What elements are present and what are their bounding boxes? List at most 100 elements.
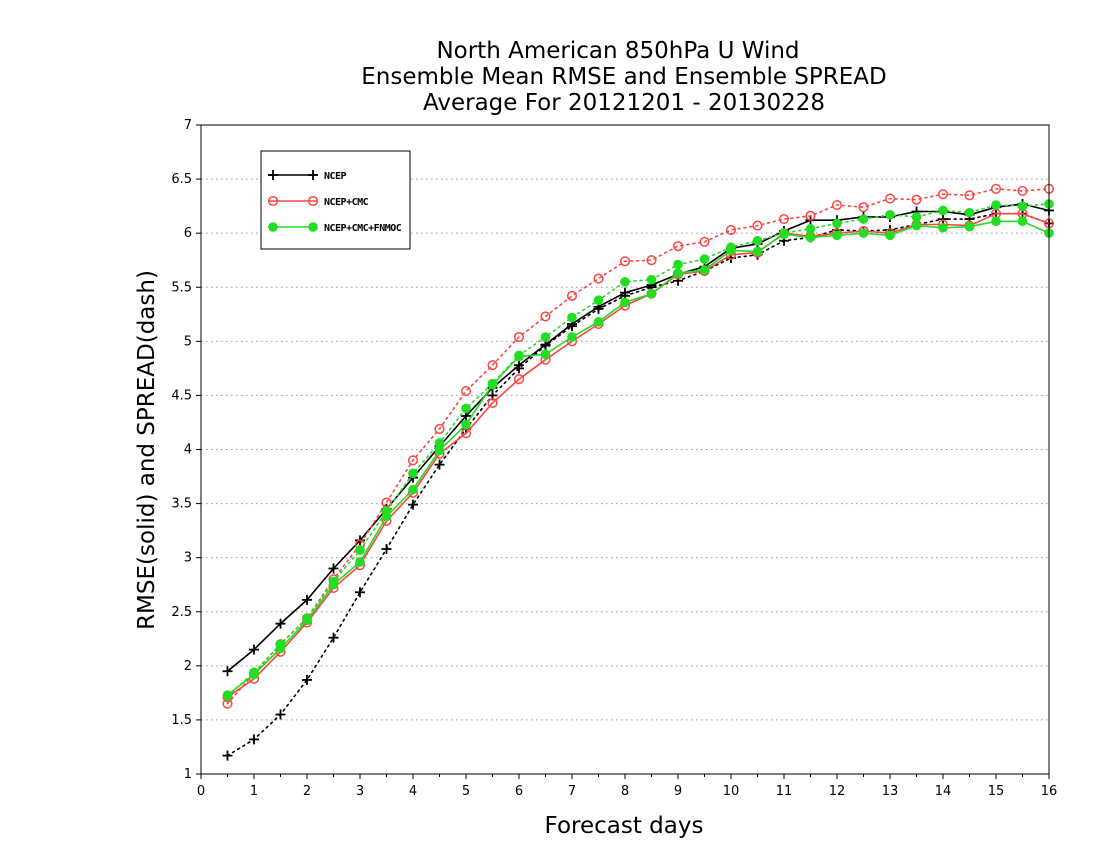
series-ncep-dash	[222, 208, 1054, 761]
data-point	[593, 295, 604, 306]
series-ncep-cmc-fnmoc-solid	[222, 216, 1054, 700]
data-point	[620, 277, 630, 287]
data-point	[911, 212, 922, 222]
chart-title: North American 850hPa U Wind Ensemble Me…	[361, 38, 886, 116]
data-point	[911, 220, 922, 231]
data-point	[911, 194, 922, 205]
data-point	[832, 230, 842, 241]
series-ncep-cmc-dash	[222, 183, 1055, 709]
data-point	[275, 643, 286, 654]
data-point	[355, 557, 365, 567]
data-point	[752, 235, 763, 246]
legend-marker	[307, 195, 319, 207]
data-point	[726, 245, 736, 256]
data-point	[620, 287, 630, 298]
data-point	[381, 511, 392, 522]
legend: NCEP NCEP+CMC NCEP+CMC+FNMOC	[260, 150, 411, 250]
x-tick-label: 1	[250, 784, 258, 799]
data-point	[407, 455, 419, 466]
data-point	[805, 224, 816, 234]
legend-marker	[268, 222, 278, 232]
series-ncep-cmc-solid	[222, 208, 1055, 703]
data-point	[938, 222, 948, 233]
data-point	[1017, 185, 1028, 197]
data-point	[434, 459, 445, 470]
title-line-3: Average For 20121201 - 20130228	[423, 90, 825, 116]
legend-marker	[267, 195, 279, 207]
data-point	[567, 312, 577, 323]
x-tick-label: 7	[568, 784, 576, 799]
data-point	[513, 374, 525, 385]
data-point	[461, 419, 471, 430]
y-tick-label: 3	[184, 551, 192, 566]
x-tick-label: 14	[935, 784, 952, 799]
data-point	[937, 189, 949, 200]
y-tick-label: 4.5	[171, 388, 192, 403]
axis-ticks: 11.522.533.544.555.566.570 1 2 3 4 5 6 7 8 9 10 11 1…	[171, 118, 1057, 799]
data-point	[938, 205, 948, 216]
y-tick-label: 6	[184, 226, 192, 241]
y-tick-label: 5.5	[171, 280, 192, 295]
y-tick-label: 7	[184, 118, 192, 133]
data-point	[778, 214, 790, 225]
data-point	[222, 666, 233, 677]
x-tick-label: 3	[356, 784, 364, 799]
x-tick-label: 10	[723, 784, 740, 799]
data-point	[249, 734, 259, 745]
x-tick-label: 6	[515, 784, 523, 799]
data-point	[990, 183, 1002, 194]
series-line	[226, 203, 1050, 697]
data-point	[302, 615, 312, 626]
y-tick-label: 2.5	[171, 605, 192, 620]
data-point	[355, 587, 365, 598]
data-point	[408, 484, 418, 495]
data-point	[725, 224, 737, 235]
data-point	[434, 423, 445, 434]
data-point	[487, 397, 498, 409]
data-point	[699, 265, 710, 275]
legend-label: NCEP+CMC	[324, 197, 369, 208]
x-tick-label: 13	[882, 784, 899, 799]
data-point	[858, 202, 869, 213]
y-tick-label: 1.5	[171, 713, 192, 728]
data-point	[514, 351, 524, 362]
x-tick-label: 11	[776, 784, 793, 799]
data-point	[805, 232, 816, 243]
y-tick-label: 2	[184, 659, 192, 674]
x-tick-label: 5	[462, 784, 470, 799]
data-point	[540, 349, 551, 360]
data-point	[620, 297, 630, 308]
legend-label: NCEP	[324, 171, 347, 182]
legend-marker	[308, 170, 318, 180]
data-point	[222, 750, 233, 761]
data-point	[249, 669, 259, 680]
data-point	[646, 255, 657, 266]
data-point	[566, 290, 578, 301]
data-point	[752, 220, 763, 231]
data-point	[831, 199, 843, 211]
data-point	[381, 544, 392, 555]
x-tick-label: 16	[1041, 784, 1058, 799]
data-point	[593, 273, 604, 284]
y-tick-label: 5	[184, 334, 192, 349]
y-axis-label: RMSE(solid) and SPREAD(dash)	[134, 270, 160, 630]
data-point	[1017, 216, 1028, 227]
data-point	[461, 403, 471, 414]
data-point	[699, 236, 710, 247]
data-point	[885, 209, 895, 220]
data-point	[752, 246, 763, 257]
data-point	[275, 709, 286, 720]
title-line-2: Ensemble Mean RMSE and Ensemble SPREAD	[361, 64, 886, 90]
data-point	[832, 218, 842, 229]
data-point	[434, 438, 445, 448]
x-axis-label: Forecast days	[545, 813, 704, 839]
data-point	[328, 563, 339, 574]
series-line	[226, 188, 1050, 705]
series-layer	[222, 183, 1055, 761]
x-tick-label: 4	[409, 784, 417, 799]
data-point	[699, 254, 710, 264]
data-point	[646, 288, 657, 299]
x-tick-label: 9	[674, 784, 682, 799]
series-ncep-cmc-fnmoc-dash	[222, 199, 1054, 701]
